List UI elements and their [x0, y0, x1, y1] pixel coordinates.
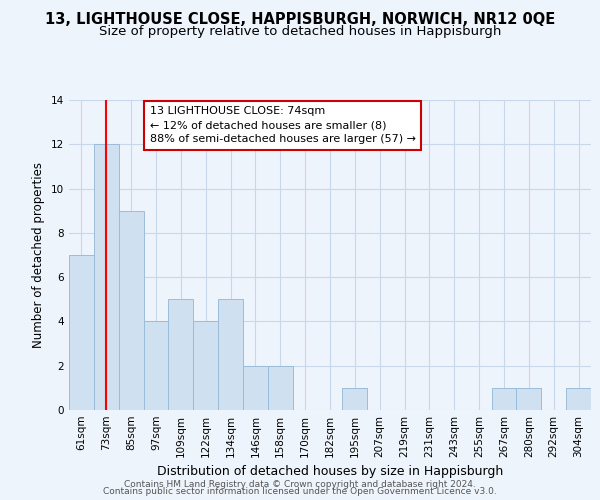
Y-axis label: Number of detached properties: Number of detached properties	[32, 162, 46, 348]
Bar	[517, 388, 541, 410]
Bar	[69, 255, 94, 410]
Text: 13, LIGHTHOUSE CLOSE, HAPPISBURGH, NORWICH, NR12 0QE: 13, LIGHTHOUSE CLOSE, HAPPISBURGH, NORWI…	[45, 12, 555, 28]
Bar	[94, 144, 119, 410]
Text: Contains public sector information licensed under the Open Government Licence v3: Contains public sector information licen…	[103, 487, 497, 496]
Bar	[243, 366, 268, 410]
X-axis label: Distribution of detached houses by size in Happisburgh: Distribution of detached houses by size …	[157, 466, 503, 478]
Bar	[343, 388, 367, 410]
Bar	[119, 210, 143, 410]
Bar	[268, 366, 293, 410]
Bar	[491, 388, 517, 410]
Text: Size of property relative to detached houses in Happisburgh: Size of property relative to detached ho…	[99, 25, 501, 38]
Bar	[169, 300, 193, 410]
Bar	[566, 388, 591, 410]
Text: 13 LIGHTHOUSE CLOSE: 74sqm
← 12% of detached houses are smaller (8)
88% of semi-: 13 LIGHTHOUSE CLOSE: 74sqm ← 12% of deta…	[150, 106, 416, 144]
Bar	[143, 322, 169, 410]
Text: Contains HM Land Registry data © Crown copyright and database right 2024.: Contains HM Land Registry data © Crown c…	[124, 480, 476, 489]
Bar	[218, 300, 243, 410]
Bar	[193, 322, 218, 410]
